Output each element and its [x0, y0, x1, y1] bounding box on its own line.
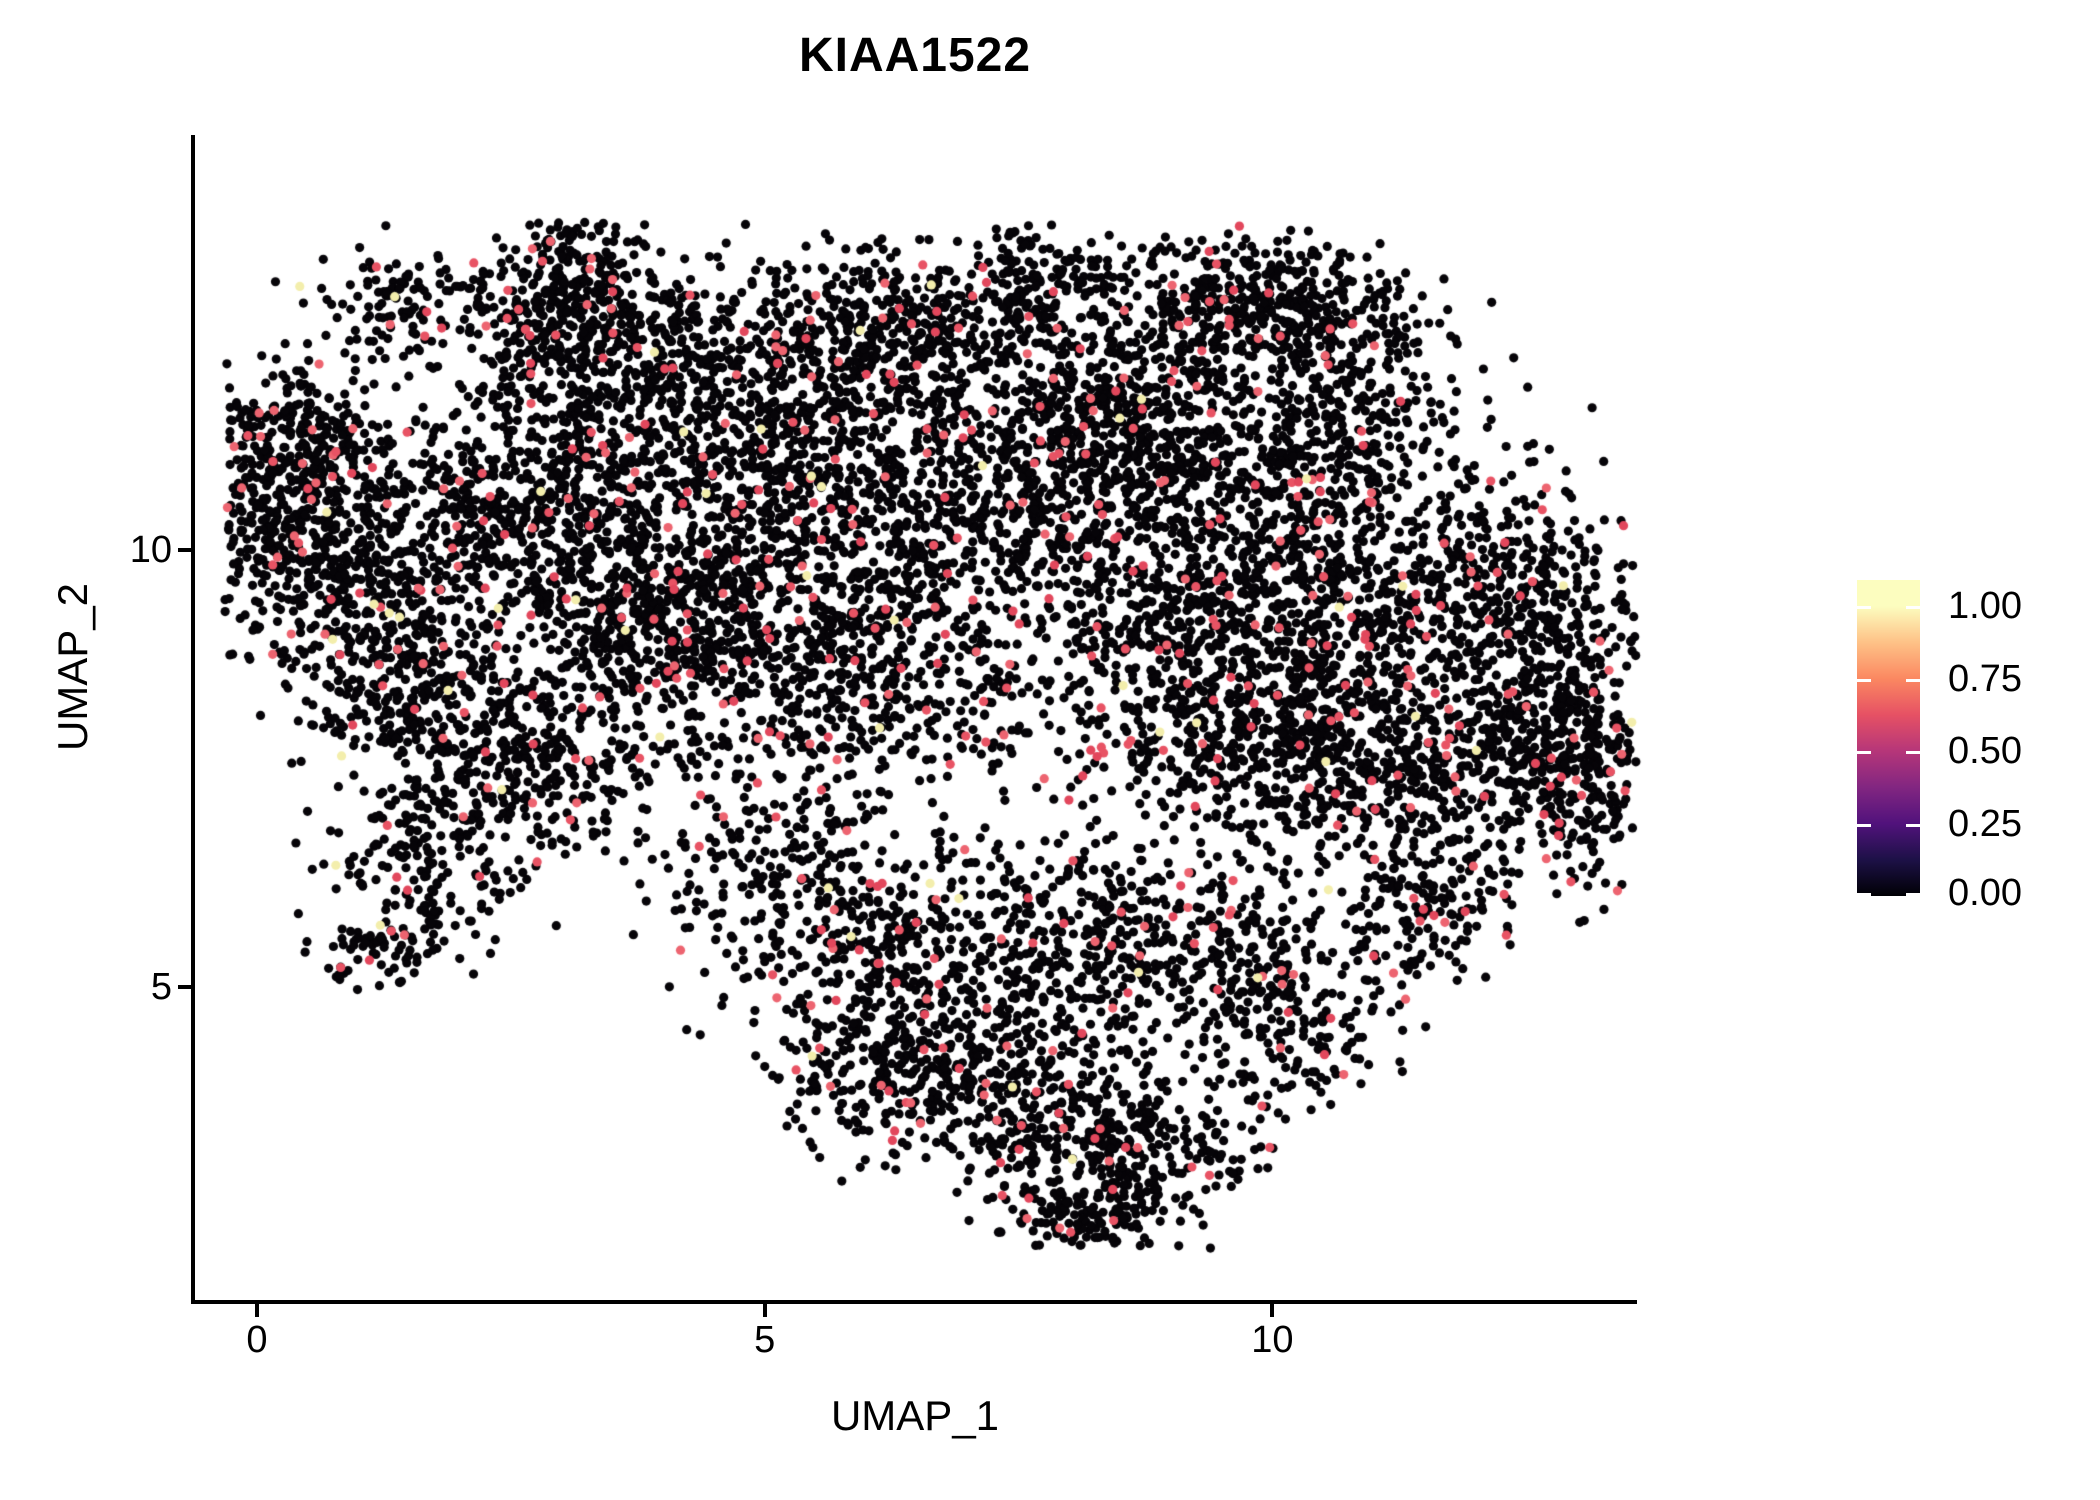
colorbar-tick-label: 1.00 — [1948, 585, 2022, 628]
x-tick-mark — [1270, 1304, 1275, 1317]
x-tick-label: 5 — [754, 1319, 776, 1361]
colorbar-tick-mark — [1857, 606, 1871, 610]
colorbar-tick-mark — [1906, 751, 1920, 755]
x-axis-line — [191, 1300, 1637, 1304]
colorbar-tick-label: 0.25 — [1948, 802, 2022, 845]
x-tick-mark — [762, 1304, 767, 1317]
y-axis-title: UMAP_2 — [49, 582, 96, 752]
x-tick-label: 0 — [246, 1319, 268, 1361]
colorbar-tick-mark — [1857, 823, 1871, 827]
colorbar-tick-mark — [1906, 893, 1920, 896]
y-axis-line — [191, 135, 195, 1304]
colorbar-tick-mark — [1906, 606, 1920, 610]
colorbar-tick-mark — [1906, 823, 1920, 827]
colorbar-tick-mark — [1857, 678, 1871, 682]
y-tick-label: 10 — [129, 528, 172, 571]
x-tick-label: 10 — [1251, 1319, 1294, 1361]
x-tick-mark — [254, 1304, 259, 1317]
colorbar-tick-label: 0.75 — [1948, 657, 2022, 700]
colorbar-tick-mark — [1857, 751, 1871, 755]
colorbar-tick-label: 0.00 — [1948, 872, 2022, 914]
y-tick-mark — [178, 985, 191, 990]
y-tick-label: 5 — [150, 966, 172, 1009]
colorbar-tick-mark — [1857, 893, 1871, 896]
colorbar-tick-mark — [1906, 678, 1920, 682]
colorbar-gradient — [1857, 580, 1920, 896]
y-tick-mark — [178, 547, 191, 552]
colorbar-tick-label: 0.50 — [1948, 730, 2022, 773]
colorbar-legend: 1.00 0.75 0.50 0.25 0.00 — [1857, 580, 2022, 912]
x-axis-title: UMAP_1 — [830, 1392, 1000, 1439]
